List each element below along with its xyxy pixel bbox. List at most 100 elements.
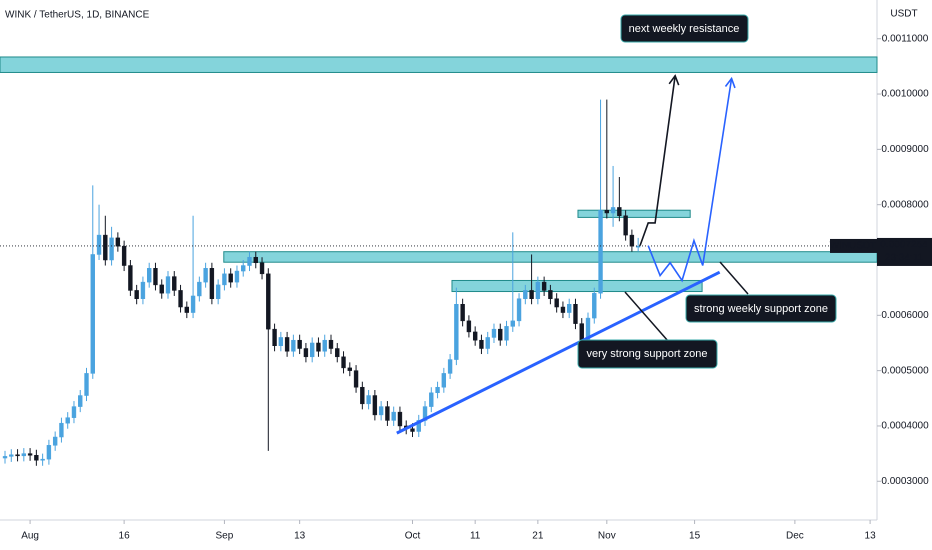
candle-body (109, 237, 114, 261)
candle-body (341, 356, 346, 369)
candle-body (190, 295, 196, 313)
candle-body (121, 245, 127, 266)
chart-title: WINK / TetherUS, 1D, BINANCE (5, 10, 150, 21)
candle-body (610, 207, 616, 214)
candle-body (397, 411, 403, 427)
x-tick-label: Oct (405, 531, 421, 542)
x-tick-label: Nov (598, 531, 616, 542)
candle-body (103, 234, 108, 261)
candle-body (209, 268, 215, 299)
callout-line (719, 261, 749, 295)
candle-body (228, 273, 233, 283)
candle-body (429, 392, 434, 407)
candle-body (128, 265, 133, 291)
x-tick-label: 15 (689, 531, 701, 542)
candle-body (460, 304, 465, 322)
candle-body (316, 342, 321, 352)
candle-body (498, 328, 503, 341)
candle-body (523, 290, 528, 299)
x-tick-label: 21 (532, 531, 544, 542)
candle-body (328, 339, 334, 349)
annotation-box (620, 14, 749, 43)
candle-body (40, 458, 45, 461)
x-tick-label: 11 (470, 531, 481, 542)
y-tick-label: 0.0005000 (881, 365, 929, 376)
candle-body (491, 328, 497, 338)
candle-body (84, 373, 89, 396)
candle-body (71, 406, 77, 418)
candle-body (479, 339, 484, 349)
candle-body (90, 254, 95, 374)
x-tick-label: Sep (216, 531, 234, 542)
y-tick-label: 0.0003000 (881, 476, 929, 487)
candle-body (617, 207, 622, 216)
candle-body (215, 284, 221, 299)
candle-body (378, 406, 384, 416)
candle-body (21, 453, 27, 457)
candle-body (510, 320, 515, 327)
zone (223, 251, 878, 263)
candle-body (2, 456, 8, 459)
candle-body (259, 262, 265, 275)
candle-body (335, 348, 340, 358)
candle-body (567, 304, 572, 313)
x-tick-label: Dec (786, 531, 804, 542)
candle-body (291, 339, 296, 352)
annotation: next weekly resistance (629, 23, 740, 35)
candle-body (278, 337, 284, 346)
candle-body (560, 306, 566, 313)
candle-body (629, 234, 635, 247)
y-tick-label: 0.0006000 (881, 310, 929, 321)
candle-body (284, 337, 290, 352)
projection-arrow (639, 75, 676, 246)
candle-body (178, 290, 183, 308)
x-tick-label: 13 (865, 531, 877, 542)
candle-body (272, 328, 277, 346)
y-tick-label: 0.0008000 (881, 199, 929, 210)
price-tag (877, 237, 932, 266)
candle-body (635, 245, 641, 248)
candle-body (604, 209, 610, 214)
y-tick-label: 0.0004000 (881, 421, 929, 432)
candle-body (65, 417, 70, 424)
candle-body (134, 290, 139, 299)
x-tick-label: 16 (119, 531, 131, 542)
candle-body (454, 304, 459, 360)
candle-body (441, 373, 447, 388)
candle-body (447, 359, 453, 374)
candle-body (34, 455, 39, 461)
candle-body (623, 215, 628, 236)
annotation-box (577, 339, 718, 369)
candle-body (391, 411, 396, 421)
candle-body (548, 290, 553, 299)
x-tick-label: Aug (21, 531, 39, 542)
candle-body (59, 422, 64, 438)
candle-body (541, 281, 547, 291)
candle-body (197, 281, 202, 297)
y-tick-label: 0.0011000 (882, 33, 929, 44)
candle-body (309, 342, 315, 358)
countdown-label: 23:34:11 (885, 253, 924, 264)
candle-body (159, 284, 164, 294)
candle-body (516, 298, 522, 322)
candle-body (9, 454, 14, 457)
candle-body (504, 326, 509, 341)
x-tick-label: 13 (294, 531, 306, 542)
candle-body (78, 395, 83, 407)
candle-body (435, 386, 440, 394)
candle-body (416, 420, 421, 432)
zone (0, 56, 878, 73)
candle-body (203, 268, 208, 283)
y-tick-label: 0.0010000 (881, 89, 929, 100)
annotation: very strong support zone (586, 348, 707, 360)
y-tick-label: 0.0009000 (881, 144, 929, 155)
candle-body (598, 209, 603, 294)
candle-body (485, 337, 490, 349)
candle-body (172, 276, 177, 291)
symbol-label: WINUSDT (830, 241, 877, 252)
candle-body (222, 273, 227, 286)
candle-body (573, 304, 578, 324)
candle-body (27, 453, 33, 456)
